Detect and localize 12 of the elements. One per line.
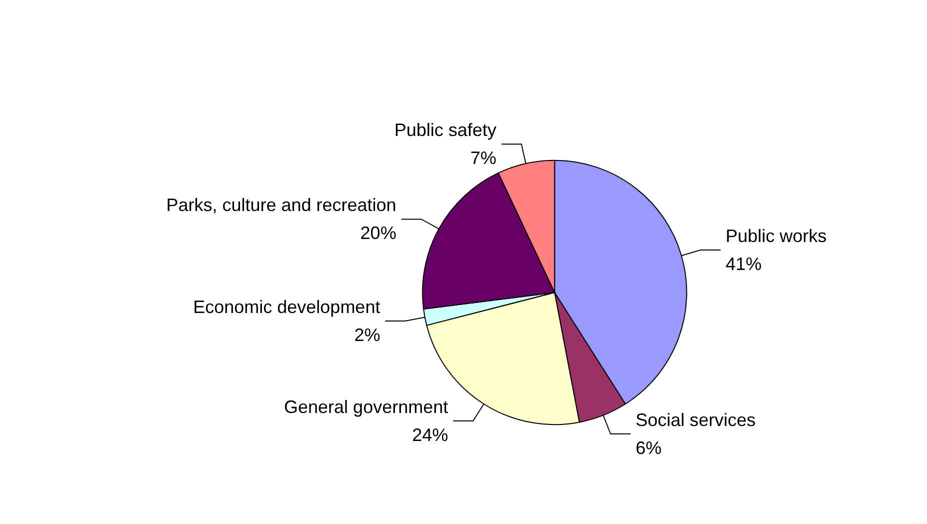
data-label: 41% [726, 254, 762, 274]
data-label: 7% [470, 148, 496, 168]
data-label: 24% [412, 424, 448, 445]
data-label: 6% [636, 438, 662, 458]
data-label: 2% [354, 324, 380, 345]
slice-label: Social services [636, 410, 756, 430]
slice-label: General government [284, 396, 448, 417]
data-label: 20% [360, 223, 396, 244]
slice-label: Economic development [193, 296, 380, 317]
slice-label: Public works [726, 226, 827, 246]
slice-label: Public safety [394, 120, 496, 140]
slice-label: Parks, culture and recreation [166, 195, 396, 216]
